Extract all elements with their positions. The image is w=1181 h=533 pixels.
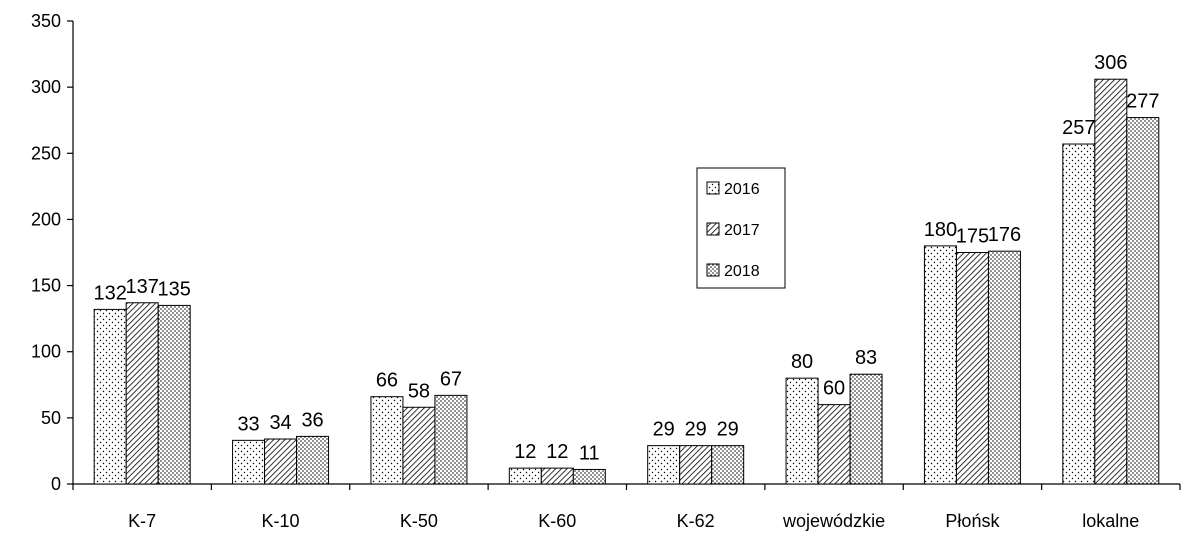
bar-2018 [849,373,883,485]
data-label: 12 [546,441,568,463]
data-label: 60 [823,378,845,400]
bars [93,78,1160,485]
legend-swatch-2016 [706,181,720,195]
x-tick-label: K-50 [400,511,438,531]
data-label: 80 [791,351,813,373]
y-tick-label: 100 [31,342,61,362]
bar-2016 [232,439,266,485]
legend-label: 2018 [724,263,760,280]
bar-2018 [987,250,1021,485]
bar-2018 [296,435,330,485]
data-label: 11 [579,442,600,464]
y-tick-label: 50 [41,408,61,428]
data-label: 175 [956,226,989,248]
y-tick-label: 350 [31,11,61,31]
bar-2017 [264,438,298,485]
data-label: 34 [269,412,291,434]
data-label: 29 [717,419,739,441]
bar-2017 [1094,78,1128,485]
bar-2017 [679,445,713,485]
x-tick-label: wojewódzkie [782,511,885,531]
legend: 2016 2017 2018 [696,167,786,289]
legend-label: 2016 [724,181,760,198]
data-label: 67 [440,368,462,390]
x-tick-label: K-10 [262,511,300,531]
data-label: 176 [988,224,1021,246]
bar-2016 [785,377,819,485]
bar-2018 [157,304,191,485]
data-label: 137 [126,276,159,298]
data-label: 277 [1126,91,1159,113]
y-axis: 0 50 100 150 200 250 300 350 [31,11,74,494]
legend-swatch-2017 [706,222,720,236]
x-tick-label: lokalne [1082,511,1139,531]
bar-2016 [923,245,957,485]
data-label: 132 [94,282,127,304]
bar-2016 [647,445,681,485]
x-tick-label: Płońsk [945,511,1000,531]
data-label: 257 [1062,117,1095,139]
y-tick-label: 0 [51,474,61,494]
bar-2017 [125,302,159,485]
data-label: 29 [685,419,707,441]
legend-label: 2017 [724,222,760,239]
bar-2017 [817,404,851,485]
x-axis: K-7 K-10 K-50 K-60 K-62 wojewódzkie Płońsk loka… [72,483,1181,531]
x-tick-label: K-62 [677,511,715,531]
bar-2018 [1126,117,1160,485]
bar-2016 [508,467,542,485]
data-label: 29 [653,419,675,441]
x-tick-label: K-7 [128,511,156,531]
data-label: 306 [1094,52,1127,74]
bar-2018 [434,394,468,485]
bar-2016 [1062,143,1096,485]
y-tick-label: 250 [31,143,61,163]
data-label: 12 [514,441,536,463]
bar-2018 [711,445,745,485]
data-label: 180 [924,219,957,241]
y-tick-label: 150 [31,276,61,296]
bar-2017 [540,467,574,485]
data-label: 66 [376,370,398,392]
data-label: 58 [408,380,430,402]
y-tick-label: 300 [31,77,61,97]
data-label: 83 [855,347,877,369]
bar-2016 [93,308,127,485]
legend-swatch-2018 [706,263,720,277]
bar-2017 [402,406,436,485]
data-label: 135 [158,278,191,300]
y-tick-label: 200 [31,209,61,229]
bar-2017 [955,252,989,485]
bar-2016 [370,396,404,485]
x-tick-label: K-60 [538,511,576,531]
data-label: 33 [237,413,259,435]
data-label: 36 [301,409,323,431]
bar-2018 [572,468,606,485]
